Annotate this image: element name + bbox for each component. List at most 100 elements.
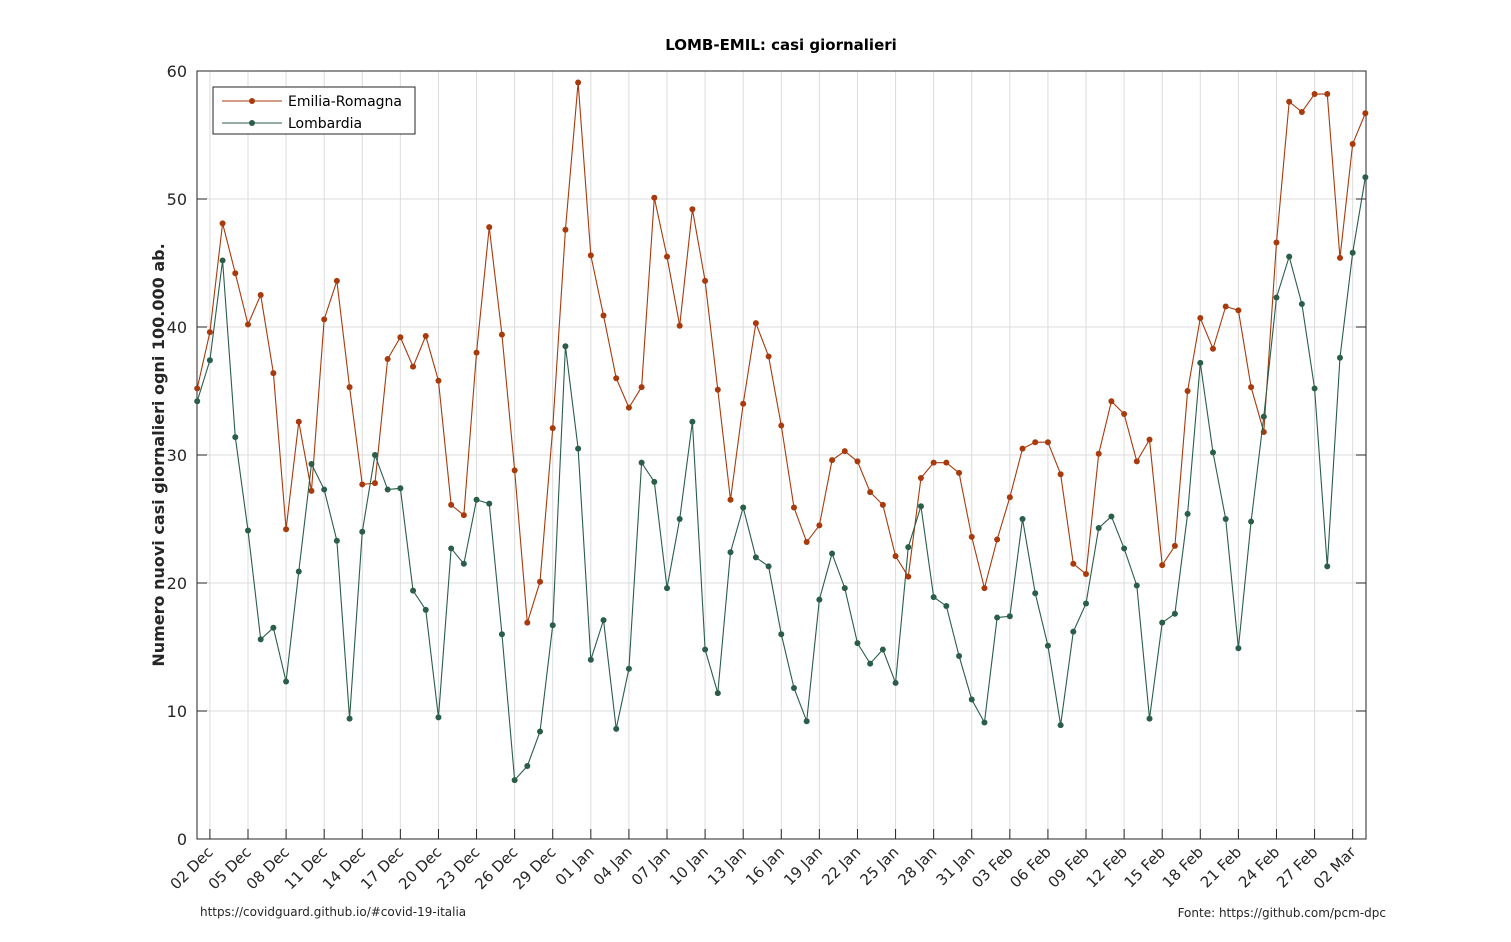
data-point: [1019, 516, 1026, 522]
data-point: [562, 226, 569, 233]
x-tick-label: 15 Feb: [1121, 843, 1169, 891]
data-point: [651, 478, 658, 485]
data-point: [1032, 439, 1039, 446]
x-tick-label: 13 Jan: [704, 843, 750, 889]
data-point: [854, 640, 861, 647]
data-point: [613, 375, 620, 382]
data-point: [600, 312, 607, 319]
data-point: [1146, 436, 1153, 443]
x-tick-label: 24 Feb: [1235, 843, 1283, 891]
data-point: [664, 585, 671, 592]
data-point: [714, 690, 721, 697]
data-point: [765, 353, 772, 360]
series-emilia-romagna: [194, 79, 1369, 626]
data-point: [1349, 140, 1356, 147]
data-point: [422, 606, 429, 613]
data-point: [752, 554, 759, 561]
x-tick-label: 16 Jan: [742, 843, 788, 889]
data-point: [790, 504, 797, 511]
data-point: [321, 486, 328, 493]
x-tick-label: 07 Jan: [628, 843, 674, 889]
data-point: [473, 349, 480, 356]
data-point: [664, 253, 671, 260]
data-point: [689, 418, 696, 425]
x-tick-label: 06 Feb: [1006, 843, 1054, 891]
data-point: [1070, 628, 1077, 635]
data-point: [575, 79, 582, 86]
data-point: [1273, 239, 1280, 246]
data-point: [359, 481, 366, 488]
data-point: [244, 527, 251, 534]
data-point: [460, 560, 467, 567]
data-point: [1248, 518, 1255, 525]
data-point: [511, 777, 518, 784]
data-point: [486, 500, 493, 507]
y-tick-label: 20: [167, 574, 187, 593]
y-tick-label: 10: [167, 702, 187, 721]
data-point: [1159, 619, 1166, 626]
x-tick-label: 22 Jan: [818, 843, 864, 889]
data-point: [917, 503, 924, 510]
data-point: [1197, 315, 1204, 322]
x-tick-label: 19 Jan: [780, 843, 826, 889]
data-point: [968, 696, 975, 703]
data-point: [600, 617, 607, 624]
data-point: [283, 678, 290, 685]
data-point: [727, 549, 734, 556]
data-point: [232, 270, 239, 277]
data-point: [587, 252, 594, 259]
data-point: [765, 563, 772, 570]
data-point: [1171, 610, 1178, 617]
data-point: [448, 545, 455, 552]
data-point: [981, 719, 988, 726]
data-point: [422, 332, 429, 339]
data-point: [1095, 524, 1102, 531]
data-point: [270, 370, 277, 377]
data-point: [333, 537, 340, 544]
data-point: [371, 452, 378, 458]
data-point: [1197, 359, 1204, 366]
data-point: [1184, 510, 1191, 517]
data-point: [1057, 722, 1064, 729]
data-point: [943, 459, 950, 466]
data-point: [905, 544, 912, 551]
data-point: [346, 715, 353, 722]
data-point: [435, 714, 442, 721]
data-point: [219, 257, 226, 264]
data-point: [1108, 398, 1115, 405]
data-point: [308, 487, 315, 494]
data-point: [613, 725, 620, 732]
y-tick-label: 60: [167, 62, 187, 81]
data-point: [194, 385, 201, 392]
x-tick-label: 02 Mar: [1310, 843, 1360, 893]
data-point: [1298, 108, 1305, 115]
data-point: [854, 458, 861, 465]
data-point: [1159, 562, 1166, 569]
data-point: [1006, 613, 1013, 620]
data-point: [397, 334, 404, 341]
data-point: [244, 321, 251, 328]
footer-data-source: Fonte: https://github.com/pcm-dpc: [1177, 906, 1386, 920]
data-point: [905, 573, 912, 580]
chart-title: LOMB-EMIL: casi giornalieri: [665, 36, 897, 54]
data-point: [448, 501, 455, 508]
data-point: [194, 398, 201, 405]
data-point: [1235, 645, 1242, 652]
data-point: [498, 631, 505, 638]
data-point: [333, 277, 340, 284]
data-point: [371, 480, 378, 487]
data-point: [1121, 545, 1128, 552]
data-point: [1324, 563, 1331, 570]
data-point: [930, 594, 937, 601]
data-point: [638, 384, 645, 391]
data-point: [994, 536, 1001, 543]
data-point: [1184, 388, 1191, 394]
data-point: [829, 550, 836, 557]
data-point: [295, 418, 302, 425]
series-group: [194, 79, 1369, 784]
data-point: [803, 539, 810, 546]
data-point: [283, 526, 290, 533]
data-point: [537, 728, 544, 735]
data-point: [638, 459, 645, 466]
